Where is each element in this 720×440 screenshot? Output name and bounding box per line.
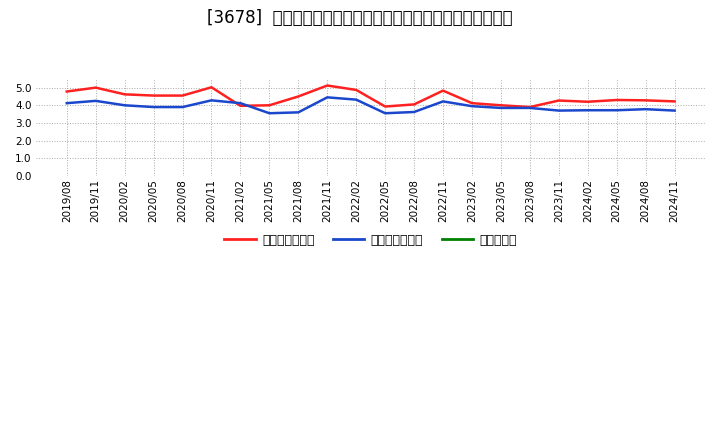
Text: [3678]  売上債権回転率、買入債務回転率、在庫回転率の推移: [3678] 売上債権回転率、買入債務回転率、在庫回転率の推移 [207,9,513,27]
Legend: 売上債権回転率, 買入債務回転率, 在庫回転率: 売上債権回転率, 買入債務回転率, 在庫回転率 [220,229,522,252]
